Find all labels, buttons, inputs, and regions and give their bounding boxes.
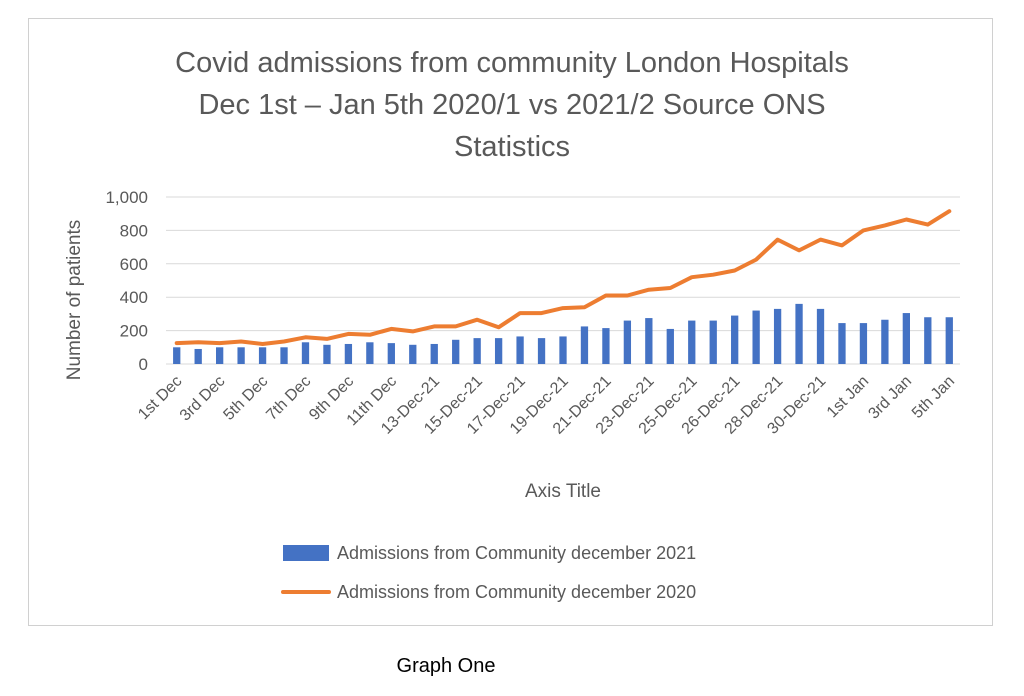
x-tick-label: 1st Dec	[135, 373, 185, 423]
bar	[902, 313, 910, 364]
legend-swatch-2021	[283, 545, 329, 561]
x-tick-label: 5th Jan	[909, 373, 958, 422]
bar	[516, 336, 524, 364]
bar	[173, 347, 181, 364]
bar	[838, 323, 846, 364]
y-tick-label: 200	[120, 322, 148, 341]
bar	[816, 308, 825, 364]
legend-label-2020: Admissions from Community december 2020	[337, 582, 696, 602]
chart-title-line-2: Dec 1st – Jan 5th 2020/1 vs 2021/2 Sourc…	[198, 89, 826, 121]
bar	[344, 343, 353, 364]
figure-caption: Graph One	[396, 655, 496, 677]
bar	[366, 342, 374, 364]
bar	[924, 317, 932, 364]
y-tick-label: 600	[120, 255, 148, 274]
bar	[945, 317, 953, 364]
bar	[709, 320, 717, 364]
bar	[452, 339, 460, 364]
bar	[752, 310, 760, 364]
legend-label-2021: Admissions from Community december 2021	[337, 543, 696, 563]
bar	[559, 336, 567, 364]
y-tick-label: 1,000	[105, 188, 148, 207]
bar	[602, 328, 610, 364]
bar	[795, 303, 803, 364]
y-tick-label: 0	[139, 355, 148, 374]
bar	[387, 343, 395, 364]
bar	[731, 315, 739, 364]
y-tick-label: 800	[120, 221, 148, 240]
bar	[859, 323, 868, 364]
chart-title-line-1: Covid admissions from community London H…	[175, 47, 849, 79]
bar	[645, 318, 653, 364]
x-tick-label: 5th Dec	[220, 373, 271, 424]
bar	[623, 320, 632, 364]
y-axis-label: Number of patients	[64, 220, 85, 381]
x-tick-label: 3rd Jan	[865, 373, 915, 423]
bar	[666, 328, 674, 364]
bar	[537, 338, 546, 364]
bar	[237, 347, 245, 364]
bar	[323, 344, 331, 364]
x-axis-label: Axis Title	[525, 481, 601, 502]
bar	[430, 343, 438, 364]
bar	[881, 319, 889, 364]
bar	[194, 348, 202, 364]
chart-title: Covid admissions from community London H…	[0, 42, 1024, 168]
bar	[494, 338, 503, 364]
bar	[216, 347, 224, 364]
y-tick-label: 400	[120, 288, 148, 307]
bar	[409, 344, 417, 364]
bar	[688, 320, 696, 364]
x-tick-label: 7th Dec	[263, 373, 314, 424]
series-line-2020	[174, 209, 952, 346]
chart-frame	[28, 18, 993, 626]
bar	[258, 347, 267, 364]
bar	[301, 342, 310, 364]
bar	[773, 308, 782, 364]
bar	[280, 347, 288, 364]
x-tick-label: 3rd Dec	[177, 373, 229, 425]
x-tick-label: 1st Jan	[824, 373, 873, 422]
bar	[473, 338, 481, 364]
chart-title-line-3: Statistics	[453, 131, 571, 163]
bar	[580, 326, 589, 364]
